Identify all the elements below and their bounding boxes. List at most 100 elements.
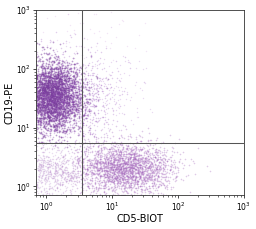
Point: [123, 159, 127, 163]
Point: [122, 161, 126, 165]
Point: [108, 177, 112, 180]
Point: [40, 88, 45, 92]
Point: [126, 162, 130, 166]
Point: [60, 94, 64, 98]
Point: [95, 141, 100, 144]
Point: [149, 177, 153, 180]
Point: [63, 83, 67, 87]
Point: [40, 55, 44, 59]
Point: [55, 90, 59, 93]
Point: [62, 100, 67, 104]
Point: [125, 163, 129, 167]
Point: [121, 166, 125, 170]
Point: [52, 84, 56, 88]
Point: [57, 112, 61, 116]
Point: [51, 112, 55, 116]
Point: [126, 143, 130, 147]
Point: [51, 62, 55, 65]
Point: [95, 63, 99, 67]
Point: [38, 96, 42, 100]
Point: [83, 151, 87, 155]
Point: [161, 167, 165, 170]
Point: [46, 65, 50, 69]
Point: [63, 178, 67, 182]
Point: [97, 171, 101, 174]
Point: [78, 101, 82, 104]
Point: [101, 115, 105, 118]
Point: [56, 80, 60, 84]
Point: [100, 166, 104, 170]
Point: [52, 67, 56, 71]
Point: [66, 172, 70, 176]
Point: [62, 88, 66, 91]
Point: [73, 120, 78, 124]
Point: [109, 85, 113, 89]
Point: [83, 77, 87, 80]
Point: [49, 118, 53, 121]
Point: [81, 150, 86, 154]
Point: [37, 109, 41, 113]
Point: [137, 134, 142, 138]
Point: [40, 93, 44, 97]
Point: [63, 99, 67, 103]
Point: [48, 124, 52, 128]
Point: [174, 178, 178, 181]
Point: [136, 159, 140, 163]
Point: [76, 134, 80, 137]
Point: [58, 98, 62, 102]
Point: [76, 176, 80, 179]
Point: [46, 162, 50, 166]
Point: [59, 125, 63, 128]
Point: [86, 73, 90, 77]
Point: [94, 97, 98, 101]
Point: [70, 79, 74, 83]
Point: [42, 109, 46, 113]
Point: [107, 174, 111, 177]
Point: [57, 95, 61, 99]
Point: [143, 159, 147, 163]
Point: [37, 107, 41, 110]
Point: [58, 130, 62, 133]
Point: [94, 44, 98, 48]
Point: [87, 97, 91, 101]
Point: [140, 172, 144, 176]
Point: [138, 159, 143, 162]
Point: [106, 162, 110, 166]
Point: [128, 152, 132, 155]
Point: [63, 94, 67, 98]
Point: [69, 104, 73, 108]
Point: [98, 78, 102, 81]
Point: [146, 166, 150, 170]
Point: [47, 185, 51, 188]
Point: [146, 191, 151, 195]
Point: [144, 155, 148, 158]
Point: [50, 79, 55, 83]
Point: [55, 124, 59, 127]
Point: [63, 134, 67, 138]
Point: [45, 87, 49, 91]
Point: [96, 89, 100, 93]
Point: [50, 86, 54, 90]
Point: [55, 169, 59, 173]
Point: [81, 157, 85, 161]
Point: [78, 95, 82, 99]
Point: [57, 110, 61, 114]
Point: [35, 182, 39, 186]
Point: [48, 101, 52, 105]
Point: [112, 165, 116, 169]
Point: [116, 164, 120, 168]
Point: [47, 79, 51, 82]
Point: [50, 76, 55, 79]
Point: [119, 167, 123, 171]
Point: [52, 85, 56, 88]
Point: [73, 123, 77, 126]
Point: [38, 79, 42, 83]
Point: [73, 93, 77, 96]
Point: [153, 183, 157, 186]
Point: [39, 82, 43, 86]
Point: [161, 172, 165, 176]
Point: [102, 125, 106, 128]
Point: [60, 72, 64, 76]
Point: [112, 172, 116, 175]
Point: [38, 100, 42, 103]
